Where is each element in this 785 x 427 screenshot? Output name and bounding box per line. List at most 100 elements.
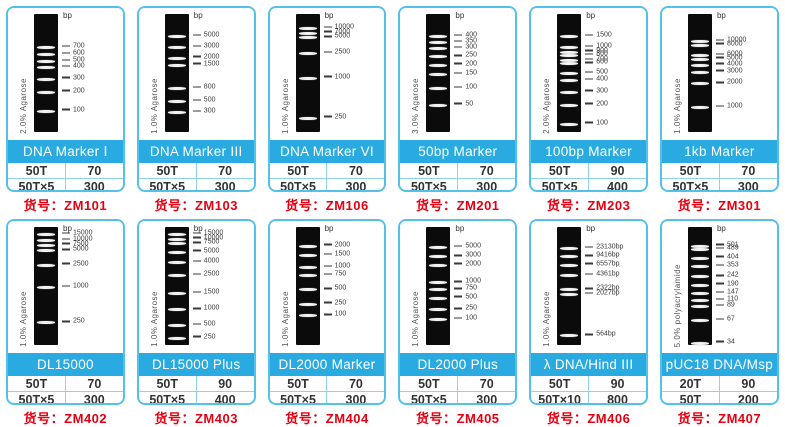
band-size-label: 600 xyxy=(62,49,85,56)
spec-cell: 50T xyxy=(661,162,720,179)
product-card: 3.0% Agarose bp 400 350 300 250 200 150 100 50 … xyxy=(392,0,523,213)
spec-cell: 50T xyxy=(400,375,459,392)
band-size-text: 23130bp xyxy=(596,243,624,251)
gel-band xyxy=(167,45,186,49)
tick-mark xyxy=(454,262,463,265)
gel-band xyxy=(37,65,55,69)
catalog-code: ZM106 xyxy=(325,198,369,213)
spec-cell: 70 xyxy=(64,375,123,392)
band-size-label: 1000 xyxy=(585,42,612,49)
band-size-text: 89 xyxy=(726,301,735,309)
band-size-text: 7500 xyxy=(73,240,89,247)
spec-cell: 50T xyxy=(269,375,328,392)
band-size-text: 2000 xyxy=(203,53,220,60)
band-size-label: 10000 xyxy=(62,235,92,242)
card-frame: 3.0% Agarose bp 400 350 300 250 200 150 100 50 … xyxy=(398,6,518,192)
gel-image: 2.0% Agarose bp 1500 1000 900 800 700 600 500 4… xyxy=(531,8,646,140)
band-size-label: 5000 xyxy=(323,33,350,40)
product-card: 1.0% Agarose bp 10000 8000 6000 5000 4000 300… xyxy=(654,0,785,213)
tick-mark xyxy=(585,58,594,60)
band-size-label: 500 xyxy=(62,57,85,64)
card-frame: 2.0% Agarose bp 1500 1000 900 800 700 600 500 4… xyxy=(529,6,648,192)
spec-table-body: 50T 90 50T×5 400 xyxy=(138,375,254,403)
tick-mark xyxy=(585,71,594,73)
tick-mark xyxy=(192,232,201,234)
band-size-label: 3000 xyxy=(192,42,219,49)
spec-cell: 70 xyxy=(718,162,777,179)
gel-band xyxy=(690,82,709,86)
band-size-label: 2027bp xyxy=(585,289,620,297)
band-size-label: 1000 xyxy=(715,103,743,110)
gel-band xyxy=(167,35,186,39)
product-title: 100bp Marker xyxy=(531,140,646,163)
gel-band xyxy=(37,238,55,242)
card-frame: 5.0% polyacrylamide bp 501 489 404 353 242 19… xyxy=(659,219,779,405)
tick-mark xyxy=(192,45,201,47)
card-frame: 2.0% Agarose bp 700 600 500 400 300 200 100 DN… xyxy=(6,6,125,192)
spec-row: 50T 90 xyxy=(138,375,254,392)
band-labels: 10000 8000 6000 5000 4000 3000 2000 1000 xyxy=(715,8,777,140)
gel-band xyxy=(167,261,186,265)
gel-matrix-label: 1.0% Agarose xyxy=(280,291,290,347)
tick-mark xyxy=(62,232,70,234)
product-title: DNA Marker Ⅰ xyxy=(8,140,123,163)
tick-mark xyxy=(192,55,201,58)
spec-cell: 50T xyxy=(269,162,328,179)
gel-image: 1.0% Agarose bp 5000 3000 2000 1500 800 500 30… xyxy=(138,8,254,140)
band-size-label: 500 xyxy=(323,285,346,292)
tick-mark xyxy=(454,34,463,36)
gel-band xyxy=(298,265,317,269)
band-size-text: 300 xyxy=(465,43,478,51)
gel-lane xyxy=(557,14,582,132)
spec-table-body: 50T 70 50T×5 300 xyxy=(7,162,123,190)
gel-band xyxy=(560,334,579,338)
band-size-text: 100 xyxy=(596,119,608,127)
spec-cell: 70 xyxy=(457,162,516,179)
band-size-text: 2322bp xyxy=(596,284,620,292)
spec-row: 50T 90 xyxy=(531,162,646,179)
spec-cell: 70 xyxy=(326,375,385,392)
band-size-text: 1000 xyxy=(73,282,89,290)
spec-cell: 70 xyxy=(457,375,516,392)
gel-band xyxy=(690,291,709,295)
tick-mark xyxy=(585,246,594,248)
spec-cell: 50T xyxy=(400,162,459,179)
band-size-label: 300 xyxy=(192,107,215,114)
spec-cell: 300 xyxy=(326,178,385,190)
gel-band xyxy=(298,116,317,120)
bp-unit-label: bp xyxy=(586,11,596,20)
gel-band xyxy=(690,299,709,302)
gel-band xyxy=(167,100,186,104)
product-title: DNA Marker VI xyxy=(269,140,385,163)
spec-table-body: 50T 70 50T×5 300 xyxy=(661,162,777,190)
band-size-label: 2000 xyxy=(192,53,220,60)
band-size-label: 3000 xyxy=(454,252,481,259)
gel-band xyxy=(429,296,448,300)
spec-table: 50T 70 50T×5 300 xyxy=(400,162,516,190)
gel-band xyxy=(37,60,55,63)
tick-mark xyxy=(715,340,724,343)
band-size-text: 150 xyxy=(465,69,478,77)
band-size-text: 250 xyxy=(465,304,478,312)
band-size-text: 500 xyxy=(203,96,216,104)
tick-mark xyxy=(192,260,201,262)
spec-row: 50T 70 xyxy=(269,162,385,179)
band-size-text: 7500 xyxy=(203,238,220,246)
band-size-text: 1000 xyxy=(334,262,351,270)
gel-band xyxy=(690,63,709,67)
spec-cell: 90 xyxy=(195,375,254,392)
band-size-text: 2027bp xyxy=(596,289,620,297)
band-size-label: 9416bp xyxy=(585,251,620,259)
gel-band xyxy=(298,51,317,55)
band-labels: 10000 7000 5000 2500 1000 250 xyxy=(323,8,385,140)
gel-band xyxy=(298,302,317,306)
band-size-text: 9416bp xyxy=(596,251,620,259)
spec-table: 50T 70 50T×5 300 xyxy=(138,162,254,190)
spec-table-body: 50T 70 50T×5 300 xyxy=(7,375,123,403)
catalog-code: ZM404 xyxy=(325,411,369,426)
catalog-prefix: 货号： xyxy=(416,411,457,426)
gel-matrix-label: 2.0% Agarose xyxy=(19,78,28,134)
band-size-text: 564bp xyxy=(596,330,616,338)
band-size-label: 2322bp xyxy=(585,284,620,292)
spec-table: 50T 70 50T×5 300 xyxy=(269,162,385,190)
